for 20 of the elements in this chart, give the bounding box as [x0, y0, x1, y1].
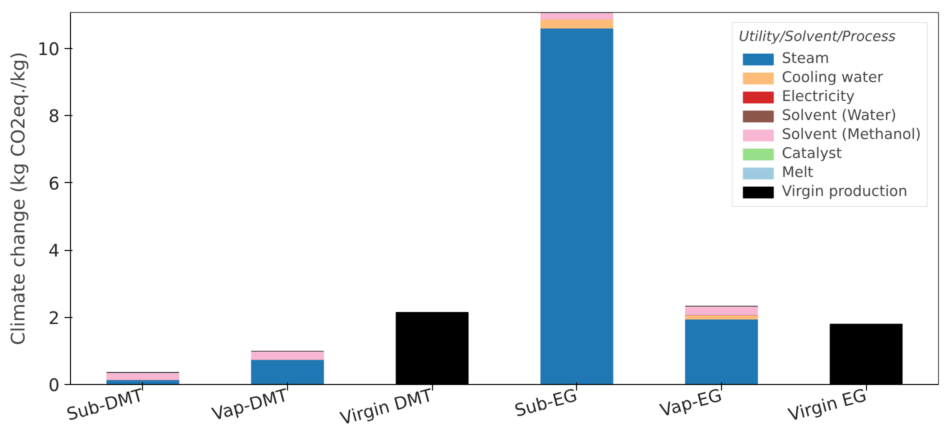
legend-label: Cooling water [782, 69, 884, 86]
legend-label: Melt [782, 164, 814, 181]
legend-label: Electricity [782, 88, 855, 105]
y-tick-label: 2 [48, 308, 60, 329]
x-tick-label: Sub-EG [512, 386, 580, 422]
legend-label: Catalyst [782, 145, 842, 162]
x-tick-label: Virgin DMT [338, 386, 436, 430]
legend-label: Solvent (Methanol) [782, 126, 921, 143]
y-tick-label: 10 [37, 40, 60, 60]
legend-title: Utility/Solvent/Process [738, 29, 897, 45]
y-tick-label: 0 [48, 376, 60, 396]
y-tick-label: 8 [48, 107, 60, 128]
legend-label: Virgin production [782, 183, 908, 200]
x-tick-label: Virgin EG [786, 386, 869, 426]
x-tick-label: Vap-EG [658, 386, 724, 422]
legend-label: Steam [782, 50, 830, 67]
legend-label: Solvent (Water) [782, 107, 896, 124]
y-tick-label: 6 [48, 174, 60, 194]
y-axis-title: Climate change (kg CO2eq./kg) [8, 52, 30, 346]
y-tick-label: 4 [48, 242, 60, 262]
